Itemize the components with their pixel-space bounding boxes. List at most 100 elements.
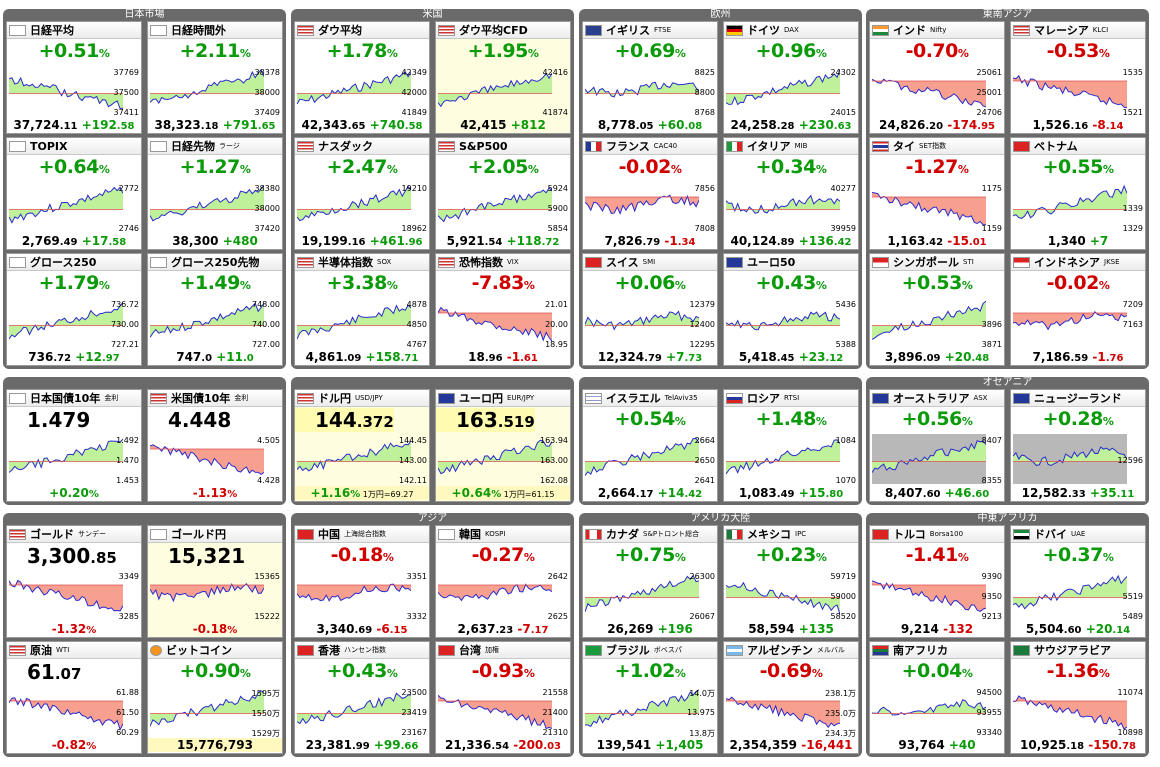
market-card[interactable]: グロース250 736.72 730.00 727.21 +1.79% 736.72 +1…: [6, 253, 142, 366]
market-card[interactable]: ニュージーランド 12596 +0.28% 12,582.33 +35.11: [1010, 389, 1146, 502]
price-value: 2,664: [597, 486, 636, 500]
market-card[interactable]: ドイツ DAX 24302 24015 +0.96% 24,258.28 +230.63: [723, 21, 859, 134]
market-card[interactable]: 日本国債10年 金利 1.492 1.470 1.453 1.479 +0.20%: [6, 389, 142, 502]
market-card[interactable]: イタリア MIB 40277 39959 +0.34% 40,124.89 +136.42: [723, 137, 859, 250]
price-value: 40,124: [730, 234, 777, 248]
change-value: -0.02: [618, 156, 672, 178]
market-card[interactable]: 香港 ハンセン指数 23500 23419 23167 +0.43% 23,381.99 +…: [294, 641, 430, 754]
percent-sign: %: [674, 47, 686, 60]
market-card[interactable]: カナダ S&Pトロント総合 26300 26067 +0.75% 26,269 +196: [582, 525, 718, 638]
price-diff: +135: [799, 622, 834, 636]
diff-value: -1: [664, 234, 678, 248]
card-header: シンガポール STI: [870, 254, 1004, 271]
market-card[interactable]: 恐怖指数 VIX 21.01 20.00 18.95 -7.83% 18.96 -1.61: [435, 253, 571, 366]
market-card[interactable]: 米国債10年 金利 4.505 4.428 4.448 -1.13%: [147, 389, 283, 502]
market-card[interactable]: イギリス FTSE 8825 8800 8768 +0.69% 8,778.05 +60.0…: [582, 21, 718, 134]
market-code: STI: [963, 258, 974, 266]
market-card[interactable]: インド Nifty 25061 25001 24706 -0.70% 24,826.20 -…: [869, 21, 1005, 134]
market-card[interactable]: 半導体指数 SOX 4878 4850 4767 +3.38% 4,861.09 +158.…: [294, 253, 430, 366]
market-card[interactable]: トルコ Borsa100 9390 9350 9213 -1.41% 9,214 -132: [869, 525, 1005, 638]
market-card[interactable]: ユーロ50 5436 5388 +0.43% 5,418.45 +23.12: [723, 253, 859, 366]
axis-low-label: 15222: [254, 612, 280, 621]
market-card[interactable]: ゴールド円 15365 15222 15,321 -0.18%: [147, 525, 283, 638]
market-card[interactable]: 日経時間外 38378 38000 37409 +2.11% 38,323.18 +791…: [147, 21, 283, 134]
change-percent: +1.27%: [148, 156, 282, 178]
price-value: 1,526: [1032, 118, 1071, 132]
diff-value: +40: [948, 738, 976, 752]
market-card[interactable]: スイス SMI 12379 12400 12295 +0.06% 12,324.79 +7.…: [582, 253, 718, 366]
market-card[interactable]: ロシア RTSI 1084 1070 +1.48% 1,083.49 +15.80: [723, 389, 859, 502]
market-card[interactable]: シンガポール STI 3896 3871 +0.53% 3,896.09 +20.48: [869, 253, 1005, 366]
percent-sign: %: [386, 667, 398, 680]
price-value: 7,186: [1032, 350, 1071, 364]
market-card[interactable]: 台湾 加権 21558 21400 21310 -0.93% 21,336.54 -200.…: [435, 641, 571, 754]
market-card[interactable]: ゴールド サンデー 3349 3285 3,300.85 -1.32%: [6, 525, 142, 638]
market-card[interactable]: 日経平均 37769 37500 37411 +0.51% 37,724.11 +192.…: [6, 21, 142, 134]
market-card[interactable]: ドバイ UAE 5519 5489 +0.37% 5,504.60 +20.14: [1010, 525, 1146, 638]
price-diff: +7: [1090, 234, 1108, 248]
market-card[interactable]: 中国 上海総合指数 3351 3332 -0.18% 3,340.69 -6.15: [294, 525, 430, 638]
chart-line: [585, 310, 699, 331]
market-card[interactable]: 韓国 KOSPI 2642 2625 -0.27% 2,637.23 -7.17: [435, 525, 571, 638]
market-card[interactable]: 南アフリカ 94500 93955 93340 +0.04% 93,764 +40: [869, 641, 1005, 754]
market-group: 中東アフリカ トルコ Borsa100 9390 9350 9213 -1.41% 9,214…: [866, 513, 1149, 757]
card-header: ダウ平均CFD: [436, 22, 570, 39]
chart-area: [726, 439, 840, 475]
big-value-decimal: .372: [356, 413, 394, 431]
change-percent: +0.54%: [583, 408, 717, 430]
market-card[interactable]: メキシコ IPC 59719 59000 58520 +0.23% 58,594 +135: [723, 525, 859, 638]
market-card[interactable]: ビットコイン 1595万 1550万 1529万 +0.90% 15,776,793: [147, 641, 283, 754]
percent-sign: %: [674, 279, 686, 292]
price-value: 15,776,793: [177, 738, 253, 752]
market-card[interactable]: インドネシア JKSE 7209 7163 -0.02% 7,186.59 -1.76: [1010, 253, 1146, 366]
market-card[interactable]: タイ SET指数 1175 1159 -1.27% 1,163.42 -15.01: [869, 137, 1005, 250]
change-percent: +3.38%: [295, 272, 429, 294]
market-card[interactable]: 原油 WTI 61.88 61.50 60.29 61.07 -0.82%: [6, 641, 142, 754]
unit-conversion: 1万円=61.15: [501, 490, 555, 499]
price-footer: 42,343.65 +740.58: [295, 118, 429, 132]
chart-line: [297, 583, 411, 602]
market-card[interactable]: ダウ平均 42349 42000 41849 +1.78% 42,343.65 +740.…: [294, 21, 430, 134]
market-card[interactable]: フランス CAC40 7856 7808 -0.02% 7,826.79 -1.34: [582, 137, 718, 250]
change-value: +1.95: [467, 40, 529, 62]
change-value: -0.02: [1046, 272, 1100, 294]
card-header: ナスダック: [295, 138, 429, 155]
market-card[interactable]: ブラジル ボベスパ 14.0万 13.975 13.8万 +1.02% 139,541 +1…: [582, 641, 718, 754]
price-value: 24,258: [730, 118, 777, 132]
market-name: トルコ: [893, 528, 926, 541]
market-card[interactable]: オーストラリア ASX 8407 8355 +0.56% 8,407.60 +46.60: [869, 389, 1005, 502]
percent-sign: %: [239, 47, 251, 60]
axis-high-label: 61.88: [116, 688, 139, 697]
axis-high-label: 1084: [835, 436, 856, 445]
market-card[interactable]: マレーシア KLCI 1535 1521 -0.53% 1,526.16 -8.14: [1010, 21, 1146, 134]
axis-high-label: 9390: [981, 572, 1002, 581]
card-header: 半導体指数 SOX: [295, 254, 429, 271]
price-chart: [150, 690, 264, 727]
market-card[interactable]: ドル円 USD/JPY 144.45 143.00 142.11 144.372 +1.16…: [294, 389, 430, 502]
percent-sign: %: [386, 47, 398, 60]
market-card[interactable]: ベトナム 1339 1329 +0.55% 1,340 +7: [1010, 137, 1146, 250]
market-card[interactable]: グロース250先物 748.00 740.00 727.00 +1.49% 747.0 +…: [147, 253, 283, 366]
change-percent: +1.49%: [148, 272, 282, 294]
diff-value: -132: [943, 622, 974, 636]
change-percent: -7.83%: [436, 272, 570, 294]
chart-area: [872, 192, 986, 225]
market-card[interactable]: ナスダック 19210 18962 +2.47% 19,199.16 +461.96: [294, 137, 430, 250]
au-flag-icon: [872, 392, 889, 404]
diff-value: +14: [657, 486, 685, 500]
market-card[interactable]: TOPIX 2772 2746 +0.64% 2,769.49 +17.58: [6, 137, 142, 250]
market-card[interactable]: アルゼンチン メルバル 238.1万 235.0万 234.3万 -0.69% 2,354,…: [723, 641, 859, 754]
market-card[interactable]: S&P500 5924 5900 5854 +2.05% 5,921.54 +118.72: [435, 137, 571, 250]
price-value: 38,300: [172, 234, 219, 248]
market-card[interactable]: 日経先物 ラージ 38380 38000 37420 +1.27% 38,300 +480: [147, 137, 283, 250]
percent-sign: %: [1102, 551, 1114, 564]
market-group: 米国 ダウ平均 42349 42000 41849 +1.78% 42,343.65 +74…: [291, 9, 574, 369]
big-value-int: 144: [315, 408, 357, 432]
market-card[interactable]: ダウ平均CFD 42416 41874 +1.95% 42,415 +812: [435, 21, 571, 134]
market-card[interactable]: イスラエル TelAviv35 2664 2650 2641 +0.54% 2,664.17…: [582, 389, 718, 502]
market-card[interactable]: サウジアラビア 11074 10898 -1.36% 10,925.18 -150.78: [1010, 641, 1146, 754]
market-card[interactable]: ユーロ円 EUR/JPY 163.94 163.00 162.08 163.519 +0.6…: [435, 389, 571, 502]
price-diff: -200.03: [513, 738, 561, 752]
change-value: +2.11: [179, 40, 241, 62]
price-decimal: .49: [59, 237, 78, 248]
